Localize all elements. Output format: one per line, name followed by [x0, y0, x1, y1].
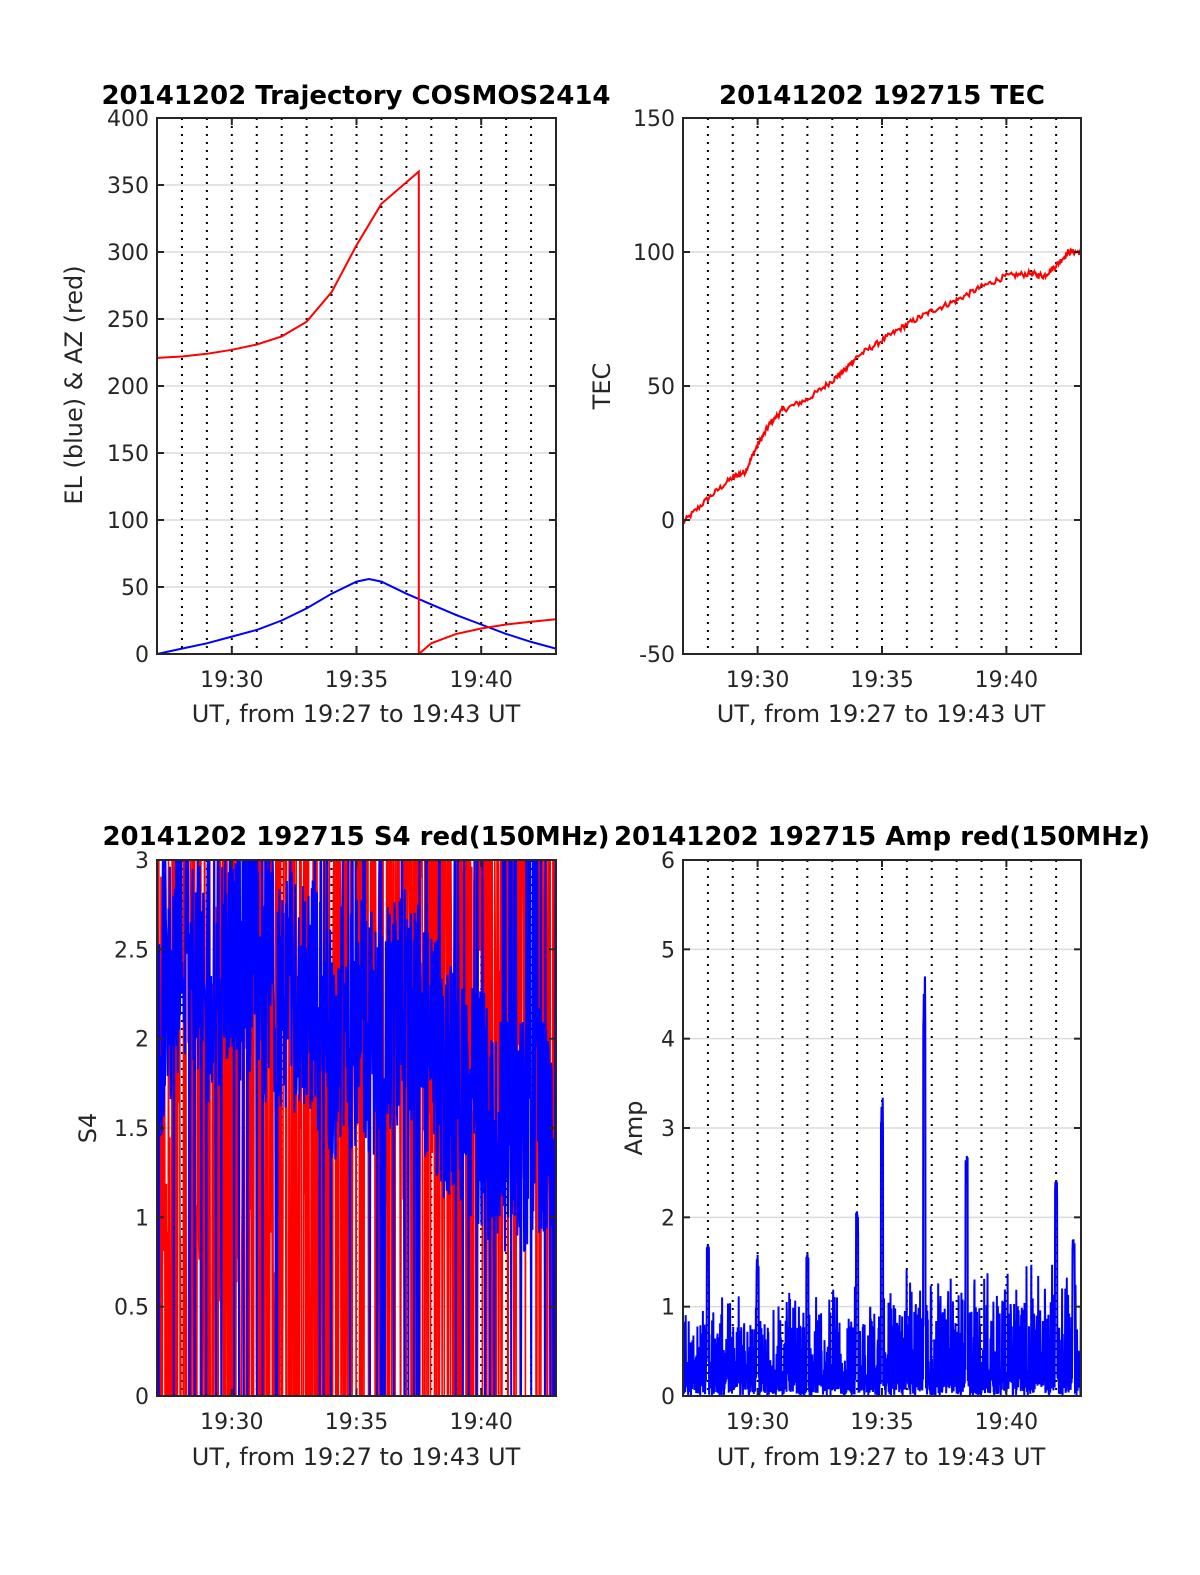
panel-title: 20141202 192715 TEC — [719, 81, 1045, 111]
y-tick-label: 0 — [135, 643, 149, 668]
panel-trajectory: 20141202 Trajectory COSMOS2414 EL (blue)… — [60, 81, 611, 728]
x-tick-label: 19:35 — [850, 1410, 913, 1435]
y-tick-label: 0 — [661, 509, 675, 534]
y-axis-label: Amp — [620, 1100, 648, 1155]
panel-title: 20141202 192715 S4 red(150MHz) — [102, 822, 609, 852]
y-tick-label: 250 — [107, 308, 149, 333]
y-tick-label: 350 — [107, 174, 149, 199]
y-tick-label: 0.5 — [114, 1296, 149, 1321]
series-line — [157, 860, 556, 1396]
y-tick-label: 1 — [661, 1296, 675, 1321]
y-tick-label: 0 — [661, 1385, 675, 1410]
y-tick-label: 150 — [633, 107, 675, 132]
x-tick-label: 19:40 — [975, 668, 1038, 693]
x-axis-label: UT, from 19:27 to 19:43 UT — [717, 700, 1046, 728]
y-axis-label: EL (blue) & AZ (red) — [60, 265, 88, 504]
plot-area — [683, 976, 1081, 1396]
plot-area — [157, 169, 556, 654]
y-tick-label: 100 — [633, 241, 675, 266]
y-tick-label: 2 — [135, 1028, 149, 1053]
y-tick-label: 4 — [661, 1028, 675, 1053]
x-tick-label: 19:35 — [325, 1410, 388, 1435]
x-tick-label: 19:30 — [200, 1410, 263, 1435]
y-tick-label: 200 — [107, 375, 149, 400]
x-tick-label: 19:30 — [726, 668, 789, 693]
x-tick-label: 19:35 — [850, 668, 913, 693]
y-tick-label: 400 — [107, 107, 149, 132]
series-line — [157, 577, 556, 654]
y-tick-label: 50 — [121, 576, 149, 601]
series-line — [157, 169, 556, 654]
plot-area — [683, 246, 1081, 525]
panel-tec: 20141202 192715 TEC TEC UT, from 19:27 t… — [588, 81, 1082, 728]
y-tick-label: 3 — [135, 849, 149, 874]
y-tick-label: 6 — [661, 849, 675, 874]
x-axis-label: UT, from 19:27 to 19:43 UT — [192, 700, 521, 728]
x-tick-label: 19:30 — [200, 668, 263, 693]
x-tick-label: 19:35 — [325, 668, 388, 693]
y-tick-label: -50 — [639, 643, 675, 668]
panel-title: 20141202 Trajectory COSMOS2414 — [101, 81, 610, 111]
x-tick-label: 19:40 — [975, 1410, 1038, 1435]
y-tick-label: 0 — [135, 1385, 149, 1410]
x-axis-label: UT, from 19:27 to 19:43 UT — [192, 1443, 521, 1471]
y-tick-label: 1 — [135, 1206, 149, 1231]
y-tick-label: 300 — [107, 241, 149, 266]
y-tick-label: 50 — [647, 375, 675, 400]
y-tick-label: 2 — [661, 1206, 675, 1231]
y-tick-label: 1.5 — [114, 1117, 149, 1142]
plot-area — [157, 860, 556, 1396]
panel-title: 20141202 192715 Amp red(150MHz) — [614, 822, 1150, 852]
series-line — [683, 976, 1081, 1396]
x-axis-label: UT, from 19:27 to 19:43 UT — [717, 1443, 1046, 1471]
y-tick-label: 2.5 — [114, 938, 149, 963]
panel-amp: 20141202 192715 Amp red(150MHz) Amp UT, … — [614, 822, 1150, 1471]
x-tick-label: 19:40 — [449, 668, 512, 693]
x-tick-label: 19:30 — [726, 1410, 789, 1435]
y-tick-label: 150 — [107, 442, 149, 467]
x-tick-label: 19:40 — [449, 1410, 512, 1435]
y-tick-label: 100 — [107, 509, 149, 534]
panel-s4: 20141202 192715 S4 red(150MHz) S4 UT, fr… — [74, 822, 610, 1471]
y-axis-label: S4 — [74, 1113, 102, 1144]
y-tick-label: 3 — [661, 1117, 675, 1142]
series-line — [683, 246, 1081, 525]
y-axis-label: TEC — [588, 363, 616, 411]
y-tick-label: 5 — [661, 938, 675, 963]
